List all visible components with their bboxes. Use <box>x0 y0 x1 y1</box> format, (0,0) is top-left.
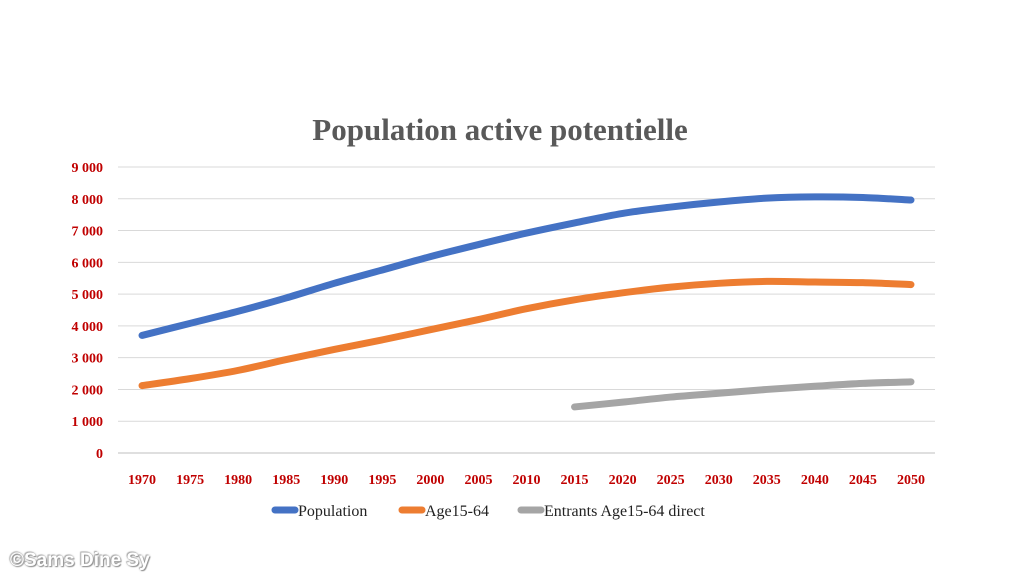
x-tick-label: 1980 <box>224 473 252 488</box>
y-tick-label: 2 000 <box>72 383 104 398</box>
x-tick-label: 2015 <box>561 473 589 488</box>
x-axis-ticks: 1970 1975 1980 1985 1990 1995 2000 2005 2010 2015… <box>128 473 925 488</box>
y-tick-label: 7 000 <box>72 225 104 240</box>
x-tick-label: 2040 <box>801 473 829 488</box>
legend: Population Age15-64 Entrants Age15-64 dire… <box>271 503 705 520</box>
y-tick-label: 0 <box>96 447 103 462</box>
x-tick-label: 2035 <box>753 473 781 488</box>
y-axis-ticks: 0 1 000 2 000 3 000 4 000 5 000 6 000 7 000 8 00… <box>72 161 104 462</box>
x-tick-label: 2050 <box>897 473 925 488</box>
x-tick-label: 2045 <box>849 473 877 488</box>
grid-lines <box>118 166 935 454</box>
legend-label-age15-64: Age15-64 <box>425 503 489 520</box>
x-tick-label: 2005 <box>464 473 492 488</box>
y-tick-label: 6 000 <box>72 256 104 271</box>
y-tick-label: 8 000 <box>72 193 104 208</box>
x-tick-label: 1985 <box>272 473 300 488</box>
legend-label-entrants-age15-64-direct: Entrants Age15-64 direct <box>544 503 705 520</box>
x-tick-label: 2000 <box>416 473 444 488</box>
series-line-population <box>138 193 915 339</box>
x-tick-label: 1990 <box>320 473 348 488</box>
x-tick-label: 2020 <box>609 473 637 488</box>
y-tick-label: 3 000 <box>72 352 104 367</box>
x-tick-label: 2025 <box>657 473 685 488</box>
x-tick-label: 2010 <box>513 473 541 488</box>
x-tick-label: 1975 <box>176 473 204 488</box>
y-tick-label: 9 000 <box>72 161 104 176</box>
series-line-age15-64 <box>138 277 915 390</box>
legend-label-population: Population <box>298 503 367 520</box>
y-tick-label: 4 000 <box>72 320 104 335</box>
chart-title: Population active potentielle <box>312 112 687 147</box>
watermark: ©Sams Dine Sy <box>10 550 150 571</box>
x-tick-label: 1970 <box>128 473 156 488</box>
series-lines <box>138 193 915 411</box>
y-tick-label: 1 000 <box>72 415 104 430</box>
x-tick-label: 1995 <box>368 473 396 488</box>
series-line-entrants-age15-64-direct <box>571 378 915 411</box>
y-tick-label: 5 000 <box>72 288 104 303</box>
x-tick-label: 2030 <box>705 473 733 488</box>
